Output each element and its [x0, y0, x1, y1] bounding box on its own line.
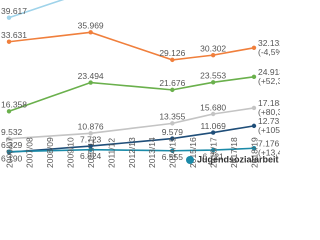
data-label: 23.553 — [200, 71, 226, 81]
data-label: 33.631 — [1, 30, 27, 40]
data-label: 6.190 — [1, 153, 23, 163]
marker — [6, 39, 12, 44]
marker — [170, 136, 175, 141]
x-tick-label: 2009/10 — [66, 137, 76, 168]
x-tick-label: 2011/12 — [106, 138, 116, 168]
marker — [170, 121, 175, 126]
marker — [251, 74, 257, 80]
marker — [6, 15, 12, 20]
marker — [251, 45, 257, 50]
x-tick-label: 2017/18 — [229, 137, 239, 168]
data-label: 15.680 — [200, 102, 226, 112]
change-label: (+80,3%) — [258, 107, 280, 117]
x-tick-label: 2012/13 — [127, 137, 137, 168]
chart: 39.617 33.631 35.969 29.126 30.302 32.132(-4,… — [1, 0, 280, 168]
x-tick-label: 2015/16 — [188, 137, 198, 168]
marker — [251, 105, 257, 111]
x-tick-label: 2010/11 — [86, 138, 96, 168]
marker — [170, 87, 175, 93]
data-label: 21.676 — [159, 78, 185, 88]
x-tick-label: 2016/17 — [208, 137, 218, 168]
x-tick-label: 2008/09 — [45, 137, 55, 168]
data-label: 7.176 — [258, 138, 280, 148]
data-label: 7.723 — [80, 134, 102, 144]
marker — [210, 111, 216, 117]
marker — [210, 130, 216, 135]
data-label: 30.302 — [200, 43, 226, 53]
marker — [170, 57, 175, 63]
x-tick-label: 2013/14 — [147, 137, 157, 168]
plot: 39.617 33.631 35.969 29.126 30.302 32.132(-4,… — [1, 0, 280, 163]
change-label: (+52,3%) — [258, 76, 280, 86]
marker — [251, 146, 257, 151]
marker — [88, 143, 93, 149]
data-label: 16.358 — [1, 100, 27, 110]
marker — [88, 131, 93, 136]
change-label: (-4,5%) — [258, 47, 280, 57]
marker — [88, 30, 93, 35]
data-label: 9.532 — [1, 127, 23, 137]
marker — [88, 80, 93, 85]
marker — [210, 52, 216, 58]
marker — [6, 136, 12, 141]
data-label: 11.069 — [200, 121, 226, 131]
marker — [6, 109, 12, 114]
data-label: 32.132 — [258, 38, 280, 48]
marker — [6, 149, 12, 154]
data-label: 6.329 — [1, 140, 23, 150]
data-label: 24.913 — [258, 67, 280, 77]
data-label: 17.183 — [258, 98, 280, 108]
marker — [210, 147, 216, 153]
data-label: 35.969 — [78, 21, 104, 31]
data-label: 12.731 — [258, 116, 280, 126]
data-label: 6.824 — [80, 151, 102, 161]
data-label: 39.617 — [1, 6, 27, 16]
marker — [88, 147, 93, 152]
x-tick-label: 2018/19 — [249, 137, 259, 168]
data-label: 23.494 — [78, 71, 104, 81]
legend-marker — [186, 156, 194, 164]
x-tick-label: 2007/08 — [25, 137, 35, 168]
data-label: 6.555 — [162, 152, 184, 162]
x-tick-label: 2006/07 — [4, 137, 14, 168]
data-label: 29.126 — [159, 48, 185, 58]
x-tick-label: 2014/15 — [168, 137, 178, 168]
change-label: (+105,7%) — [258, 125, 280, 135]
data-label: 13.355 — [159, 112, 185, 122]
marker — [210, 80, 216, 85]
marker — [251, 123, 257, 129]
data-label: 10.876 — [78, 122, 104, 132]
change-label: (+13,4%) — [258, 147, 280, 157]
marker — [170, 148, 175, 153]
data-label: 9.579 — [162, 127, 184, 137]
data-label: 6.721 — [203, 151, 225, 161]
legend-label: Jugendsozialarbeit — [197, 154, 279, 164]
series-line — [8, 0, 65, 19]
